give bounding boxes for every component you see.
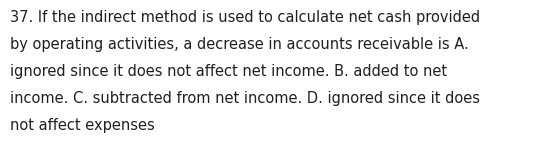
- Text: 37. If the indirect method is used to calculate net cash provided: 37. If the indirect method is used to ca…: [10, 10, 480, 25]
- Text: ignored since it does not affect net income. B. added to net: ignored since it does not affect net inc…: [10, 64, 447, 79]
- Text: by operating activities, a decrease in accounts receivable is A.: by operating activities, a decrease in a…: [10, 37, 469, 52]
- Text: not affect expenses: not affect expenses: [10, 118, 155, 133]
- Text: income. C. subtracted from net income. D. ignored since it does: income. C. subtracted from net income. D…: [10, 91, 480, 106]
